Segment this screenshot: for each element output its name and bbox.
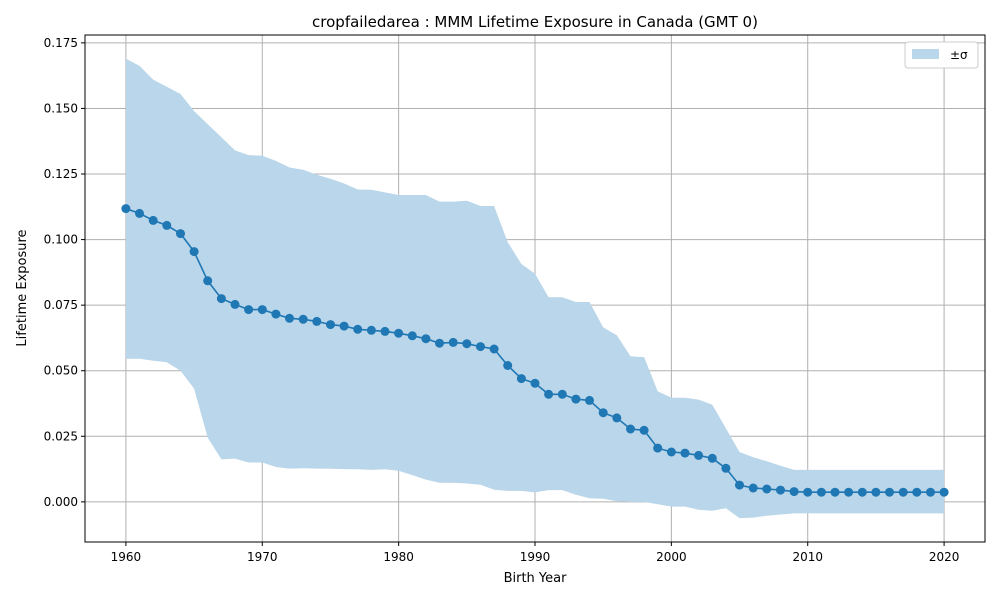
data-point xyxy=(407,331,417,341)
y-tick-label: 0.000 xyxy=(44,495,78,509)
data-point xyxy=(448,337,458,347)
data-point xyxy=(230,299,240,309)
data-point xyxy=(503,361,513,370)
data-point xyxy=(598,408,608,418)
data-point xyxy=(639,425,649,435)
data-point xyxy=(885,487,894,497)
x-tick-label: 1990 xyxy=(520,550,551,564)
x-tick-label: 2010 xyxy=(792,550,823,564)
y-tick-label: 0.050 xyxy=(44,364,78,378)
data-point xyxy=(776,485,785,495)
data-point xyxy=(830,487,840,497)
data-point xyxy=(176,229,185,239)
legend-box xyxy=(904,41,979,69)
y-tick-label: 0.150 xyxy=(44,101,78,115)
data-point xyxy=(244,305,254,315)
sigma-band xyxy=(125,58,945,519)
data-point xyxy=(421,334,431,344)
data-point xyxy=(435,338,444,348)
data-point xyxy=(612,413,622,423)
data-point xyxy=(462,339,472,349)
data-point xyxy=(926,487,935,497)
data-point xyxy=(148,215,158,225)
data-point xyxy=(803,487,813,497)
y-tick-label: 0.100 xyxy=(44,233,78,247)
y-tick-label: 0.075 xyxy=(44,298,78,312)
data-point xyxy=(257,305,267,315)
data-point xyxy=(489,344,499,354)
data-point xyxy=(339,321,349,331)
data-point xyxy=(135,208,144,218)
x-tick-label: 2000 xyxy=(656,550,687,564)
y-axis-label: Lifetime Exposure xyxy=(15,229,30,346)
x-tick-label: 1960 xyxy=(111,550,142,564)
x-axis-ticks: 1960 1970 1980 1990 2000 2010 2020 xyxy=(111,542,960,564)
data-point xyxy=(271,309,281,319)
data-point xyxy=(189,247,199,257)
legend-swatch xyxy=(912,49,939,59)
data-point xyxy=(939,487,949,497)
data-point xyxy=(871,487,881,497)
y-tick-label: 0.125 xyxy=(44,167,78,181)
series-points xyxy=(121,204,949,497)
data-point xyxy=(162,220,172,230)
data-point xyxy=(789,487,799,497)
data-point xyxy=(530,378,540,388)
data-point xyxy=(544,389,554,399)
data-point xyxy=(844,487,854,497)
data-point xyxy=(516,374,526,384)
x-tick-label: 1970 xyxy=(247,550,278,564)
data-point xyxy=(394,328,404,338)
data-point xyxy=(571,394,581,404)
data-point xyxy=(285,313,294,323)
chart-title: cropfailedarea : MMM Lifetime Exposure i… xyxy=(312,13,758,31)
data-point xyxy=(366,325,376,335)
data-point xyxy=(816,487,826,497)
data-point xyxy=(557,389,567,399)
data-point xyxy=(312,316,322,326)
data-point xyxy=(666,447,676,457)
data-point xyxy=(121,204,131,214)
x-axis-label: Birth Year xyxy=(504,571,568,586)
data-point xyxy=(380,326,390,336)
data-point xyxy=(216,294,226,304)
x-tick-label: 1980 xyxy=(383,550,414,564)
legend: ±σ xyxy=(904,41,979,69)
data-point xyxy=(721,463,731,473)
y-axis-ticks: 0.000 0.025 0.050 0.075 0.100 0.125 0.150 0.175 xyxy=(44,36,85,509)
data-point xyxy=(626,424,635,434)
data-point xyxy=(653,443,663,453)
data-point xyxy=(912,487,922,497)
data-point xyxy=(694,450,704,460)
x-tick-label: 2020 xyxy=(929,550,960,564)
data-point xyxy=(748,483,758,493)
data-point xyxy=(476,342,485,352)
data-point xyxy=(762,484,772,494)
data-point xyxy=(203,276,213,286)
data-point xyxy=(353,324,363,334)
y-tick-label: 0.025 xyxy=(44,429,78,443)
data-point xyxy=(680,448,690,458)
data-point xyxy=(707,453,717,463)
data-point xyxy=(298,314,308,324)
y-tick-label: 0.175 xyxy=(44,36,78,50)
data-point xyxy=(898,487,908,497)
data-point xyxy=(735,480,744,490)
legend-label: ±σ xyxy=(950,48,968,62)
data-point xyxy=(326,320,335,330)
data-point xyxy=(585,395,594,405)
data-point xyxy=(857,487,867,497)
